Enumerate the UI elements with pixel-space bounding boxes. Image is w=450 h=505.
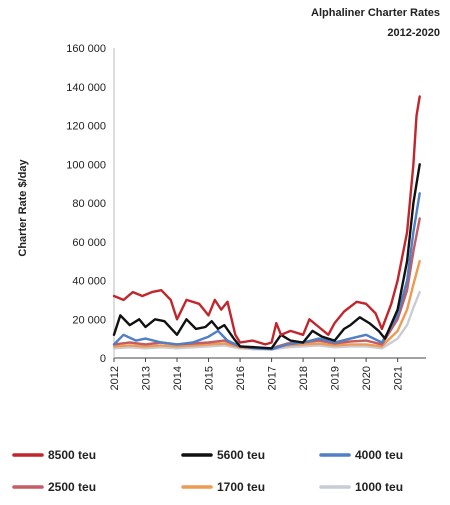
legend-label: 5600 teu xyxy=(217,448,265,462)
x-axis-ticks: 2012 2013 2014 2015 2016 2017 2018 2019 2020 2021 xyxy=(109,358,405,390)
y-tick-label: 160 000 xyxy=(66,43,106,55)
legend-item: 4000 teu xyxy=(319,448,403,462)
chart-subtitle: 2012-2020 xyxy=(387,27,440,39)
legend-item: 1000 teu xyxy=(319,480,403,494)
legend-label: 8500 teu xyxy=(48,448,96,462)
x-tick-label: 2016 xyxy=(235,366,247,390)
series-line-1700-teu xyxy=(112,259,421,350)
x-tick-label: 2014 xyxy=(172,366,184,390)
series-line-5600-teu xyxy=(112,163,421,350)
x-tick-label: 2018 xyxy=(298,366,310,390)
y-axis-label: Charter Rate $/day xyxy=(17,159,29,257)
legend-label: 1000 teu xyxy=(355,480,403,494)
series-line-8500-teu xyxy=(112,95,421,346)
y-tick-label: 0 xyxy=(100,353,106,365)
axes xyxy=(113,48,426,359)
legend-label: 1700 teu xyxy=(217,480,265,494)
series-line-1000-teu xyxy=(112,290,421,351)
y-tick-label: 40 000 xyxy=(72,276,106,288)
legend-label: 4000 teu xyxy=(355,448,403,462)
y-tick-label: 60 000 xyxy=(72,237,106,249)
y-tick-label: 140 000 xyxy=(66,82,106,94)
series-lines xyxy=(112,95,421,351)
x-tick-label: 2020 xyxy=(361,366,373,390)
series-line-2500-teu xyxy=(112,217,421,350)
x-tick-label: 2021 xyxy=(393,366,405,390)
legend-item: 1700 teu xyxy=(181,480,265,494)
legend-item: 8500 teu xyxy=(12,448,96,462)
x-tick-label: 2013 xyxy=(141,366,153,390)
legend-label: 2500 teu xyxy=(48,480,96,494)
x-tick-label: 2015 xyxy=(204,366,216,390)
y-tick-label: 80 000 xyxy=(72,198,106,210)
x-tick-label: 2017 xyxy=(267,366,279,390)
legend-item: 2500 teu xyxy=(12,480,96,494)
legend-item: 5600 teu xyxy=(181,448,265,462)
x-tick-label: 2019 xyxy=(330,366,342,390)
y-tick-label: 20 000 xyxy=(72,314,106,326)
y-axis-ticks: 0 20 000 40 000 60 000 80 000 100 000 120 000 1… xyxy=(66,43,106,365)
legend: 8500 teu 5600 teu 4000 teu 2500 teu 1700 teu… xyxy=(12,448,403,494)
chart-title: Alphaliner Charter Rates xyxy=(311,7,440,19)
x-tick-label: 2012 xyxy=(109,366,121,390)
y-tick-label: 100 000 xyxy=(66,159,106,171)
y-tick-label: 120 000 xyxy=(66,121,106,133)
